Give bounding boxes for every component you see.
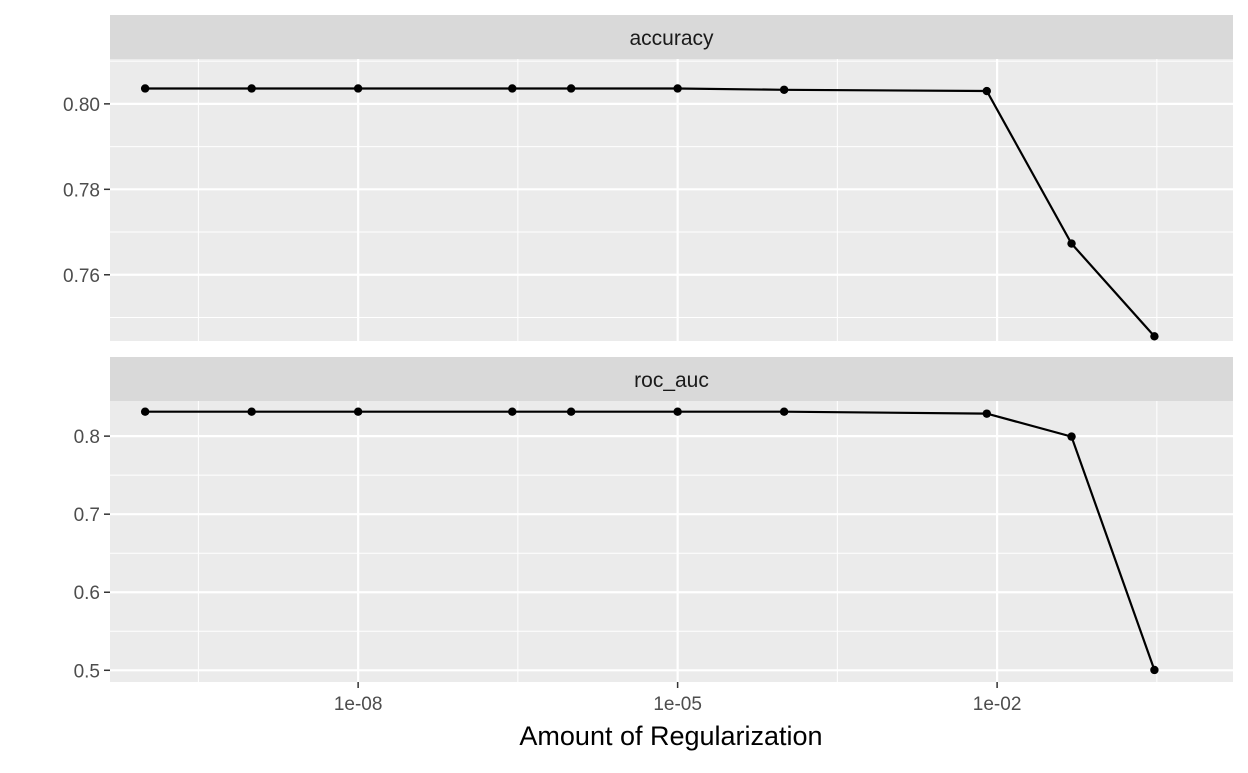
data-point-roc_auc xyxy=(353,407,363,416)
data-point-accuracy xyxy=(779,85,789,94)
data-point-roc_auc xyxy=(779,407,789,416)
x-tick-label: 1e-08 xyxy=(334,694,383,715)
data-point-accuracy xyxy=(508,84,517,93)
y-tick-label: 0.8 xyxy=(74,427,100,448)
data-point-accuracy xyxy=(566,84,576,93)
data-point-roc_auc xyxy=(140,407,150,416)
series-line-accuracy xyxy=(145,87,1156,338)
x-tick-label: 1e-05 xyxy=(653,694,702,715)
strip-label-accuracy: accuracy xyxy=(629,27,714,50)
series-line-roc_auc xyxy=(145,410,1156,671)
y-tick-label: 0.76 xyxy=(63,266,100,287)
data-point-accuracy xyxy=(1150,332,1159,341)
data-point-roc_auc xyxy=(247,407,256,416)
y-tick-label: 0.7 xyxy=(74,505,100,526)
strip-accuracy xyxy=(110,15,1233,59)
y-tick-label: 0.6 xyxy=(74,583,100,604)
panel-accuracy: accuracy 0.76 0.78 0.80 xyxy=(63,15,1233,341)
data-point-roc_auc xyxy=(982,409,991,418)
y-tick-label: 0.78 xyxy=(63,180,100,201)
strip-roc_auc xyxy=(110,357,1233,401)
data-point-roc_auc xyxy=(673,407,682,416)
data-point-accuracy xyxy=(982,86,991,96)
x-axis-title: Amount of Regularization xyxy=(519,721,822,751)
data-point-accuracy xyxy=(140,84,150,93)
x-axis: 1e-08 1e-05 1e-02 xyxy=(334,682,1022,715)
data-point-roc_auc xyxy=(508,407,517,416)
panel-roc_auc: roc_auc 0.5 0.6 0.7 0.8 xyxy=(74,357,1233,682)
data-point-accuracy xyxy=(353,84,363,93)
panel-background xyxy=(110,401,1233,682)
data-point-accuracy xyxy=(673,84,682,93)
data-point-roc_auc xyxy=(1150,665,1159,675)
strip-label-roc_auc: roc_auc xyxy=(634,369,709,392)
panel-background xyxy=(110,59,1233,341)
data-point-accuracy xyxy=(1067,239,1076,248)
y-tick-label: 0.5 xyxy=(74,661,100,682)
data-point-roc_auc xyxy=(1067,432,1076,441)
data-point-roc_auc xyxy=(566,407,576,416)
data-point-accuracy xyxy=(247,84,256,93)
y-tick-label: 0.80 xyxy=(63,95,100,116)
x-tick-label: 1e-02 xyxy=(973,694,1022,715)
